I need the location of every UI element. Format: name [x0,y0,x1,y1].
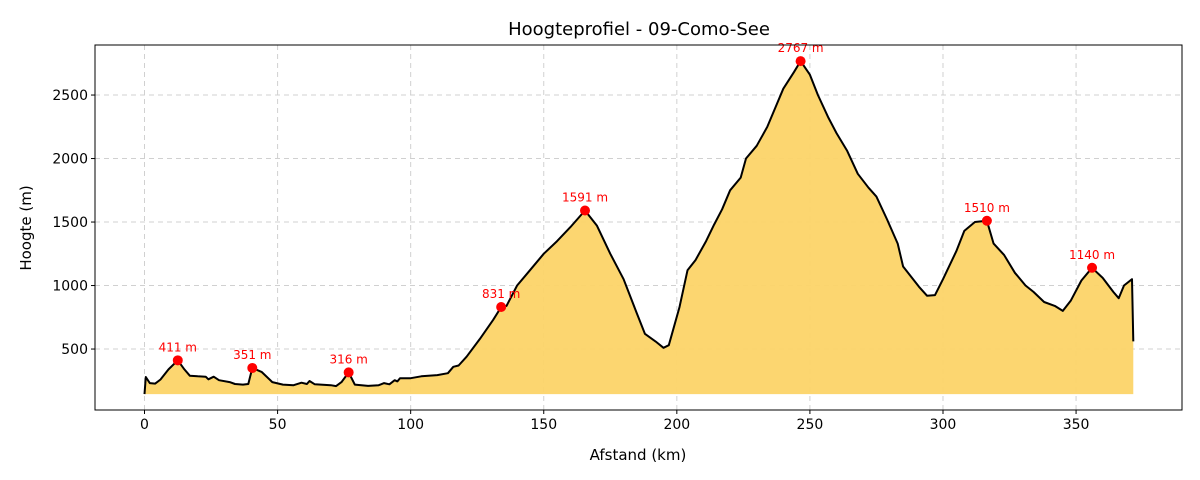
x-tick-label: 0 [140,417,149,433]
x-tick-label: 350 [1063,417,1090,433]
peak-marker [795,56,806,67]
x-tick-label: 150 [530,417,557,433]
peak-marker [172,355,183,366]
peak-label: 351 m [233,348,271,362]
x-tick-label: 50 [269,417,287,433]
peak-marker [981,215,992,226]
x-tick-label: 250 [797,417,824,433]
y-tick-label: 500 [61,342,88,358]
peak-marker [247,362,258,373]
peak-label: 1510 m [964,201,1010,215]
y-tick-label: 1000 [52,279,88,295]
peak-marker [1087,262,1098,273]
peak-label: 1140 m [1069,248,1115,262]
elevation-fill [144,61,1134,395]
y-tick-label: 1500 [52,215,88,231]
peak-label: 2767 m [778,41,824,55]
chart-title: Hoogteprofiel - 09-Como-See [508,19,770,40]
peak-label: 411 m [159,340,197,354]
elevation-line [143,60,1135,395]
y-tick-label: 2500 [52,88,88,104]
x-tick-label: 300 [930,417,957,433]
peak-label: 831 m [482,287,520,301]
plot-area: 411 m 351 m 316 m 831 m 1591 m 2767 m 1510 m 11… [143,41,1135,395]
plot-frame [94,44,1183,411]
x-axis-label: Afstand (km) [590,446,687,464]
y-tick-label: 2000 [52,152,88,168]
x-tick-label: 100 [397,417,424,433]
peak-marker [496,302,507,313]
x-axis: 0 50 100 150 200 250 300 350 [140,410,1089,433]
peak-label: 1591 m [562,190,608,204]
peak-marker [343,367,354,378]
y-axis: 500 1000 1500 2000 2500 [52,88,95,358]
peak-label: 316 m [329,352,367,366]
x-tick-label: 200 [663,417,690,433]
peak-marker [580,205,591,216]
y-axis-label: Hoogte (m) [17,185,35,270]
